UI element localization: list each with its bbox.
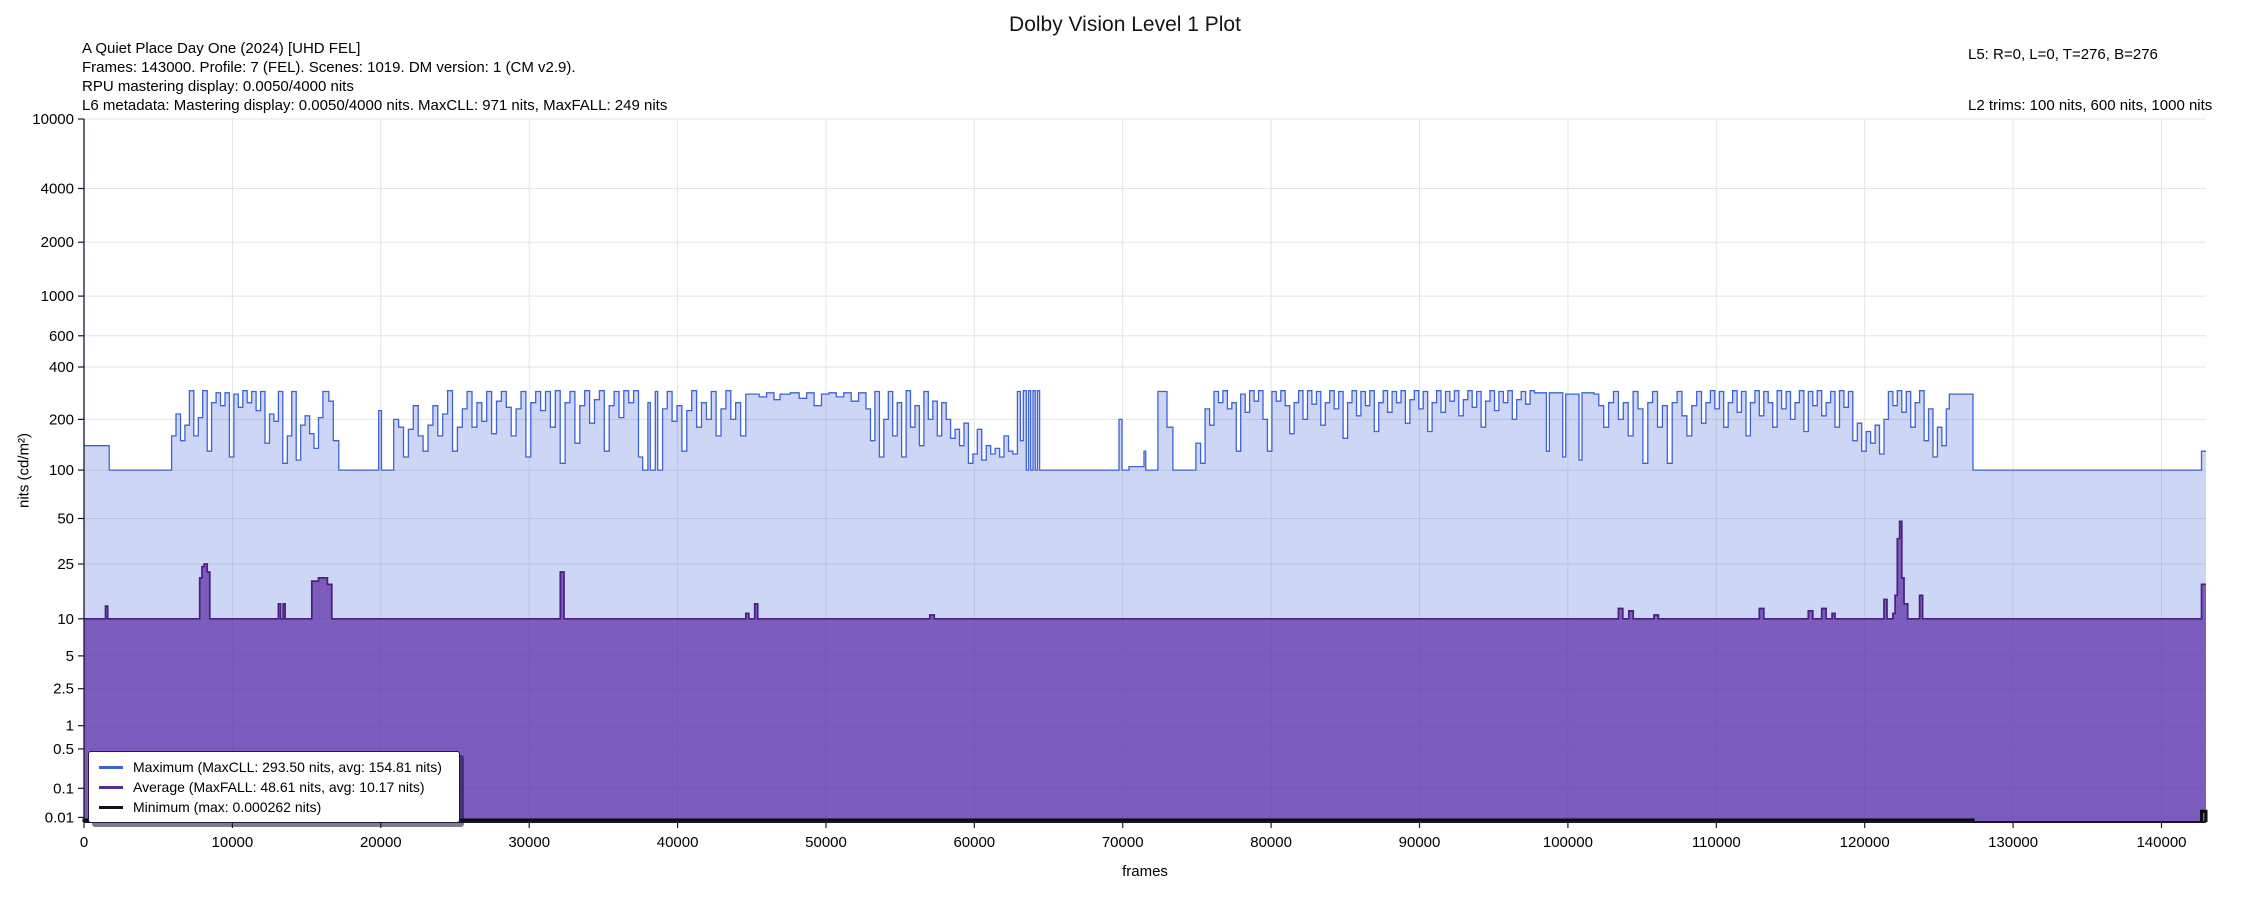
svg-text:400: 400 — [49, 359, 74, 376]
svg-text:100000: 100000 — [1543, 834, 1593, 851]
info-line-rpu: RPU mastering display: 0.0050/4000 nits — [82, 78, 354, 95]
svg-text:0.01: 0.01 — [45, 809, 74, 826]
svg-text:5: 5 — [66, 648, 74, 665]
svg-text:20000: 20000 — [360, 834, 402, 851]
legend-item-minimum: Minimum (max: 0.000262 nits) — [99, 799, 449, 815]
svg-text:2.5: 2.5 — [53, 681, 74, 698]
svg-text:10000: 10000 — [32, 111, 74, 128]
average-line-swatch — [99, 785, 123, 789]
legend-item-average: Average (MaxFALL: 48.61 nits, avg: 10.17… — [99, 779, 449, 795]
x-axis-label: frames — [1122, 863, 1168, 880]
l2-trims-text: L2 trims: 100 nits, 600 nits, 1000 nits — [1968, 97, 2213, 114]
svg-text:1000: 1000 — [41, 288, 74, 305]
svg-text:2000: 2000 — [41, 234, 74, 251]
svg-text:110000: 110000 — [1692, 834, 1741, 851]
svg-text:50: 50 — [57, 511, 74, 528]
svg-text:80000: 80000 — [1250, 834, 1292, 851]
svg-text:25: 25 — [57, 556, 74, 573]
legend-label-average: Average (MaxFALL: 48.61 nits, avg: 10.17… — [133, 779, 425, 795]
svg-text:120000: 120000 — [1840, 834, 1890, 851]
tick-labels: 1000040002000100060040020010050251052.51… — [32, 111, 2186, 851]
legend-label-maximum: Maximum (MaxCLL: 293.50 nits, avg: 154.8… — [133, 759, 442, 775]
svg-text:10000: 10000 — [212, 834, 254, 851]
svg-text:30000: 30000 — [508, 834, 550, 851]
svg-text:50000: 50000 — [805, 834, 847, 851]
svg-text:40000: 40000 — [657, 834, 699, 851]
y-axis-label: nits (cd/m²) — [15, 433, 33, 508]
svg-text:0.1: 0.1 — [53, 780, 74, 797]
svg-text:0: 0 — [80, 834, 88, 851]
l5-metadata-text: L5: R=0, L=0, T=276, B=276 — [1968, 46, 2158, 63]
average-series — [84, 520, 2206, 822]
info-line-source: A Quiet Place Day One (2024) [UHD FEL] — [82, 40, 361, 57]
legend-item-maximum: Maximum (MaxCLL: 293.50 nits, avg: 154.8… — [99, 759, 449, 775]
svg-text:600: 600 — [49, 328, 74, 345]
svg-text:60000: 60000 — [953, 834, 995, 851]
svg-text:140000: 140000 — [2136, 834, 2186, 851]
svg-text:10: 10 — [57, 611, 74, 628]
svg-text:90000: 90000 — [1399, 834, 1441, 851]
info-line-l6: L6 metadata: Mastering display: 0.0050/4… — [82, 97, 668, 114]
legend-label-minimum: Minimum (max: 0.000262 nits) — [133, 799, 322, 815]
svg-text:70000: 70000 — [1102, 834, 1144, 851]
page-title: Dolby Vision Level 1 Plot — [1009, 13, 1241, 36]
maximum-line-swatch — [99, 765, 123, 769]
minimum-line-swatch — [99, 805, 123, 809]
svg-text:100: 100 — [49, 462, 74, 479]
svg-text:130000: 130000 — [1988, 834, 2038, 851]
svg-text:0.5: 0.5 — [53, 741, 74, 758]
svg-text:200: 200 — [49, 411, 74, 428]
svg-text:4000: 4000 — [41, 181, 74, 198]
legend: Maximum (MaxCLL: 293.50 nits, avg: 154.8… — [88, 751, 460, 823]
svg-text:1: 1 — [66, 718, 74, 735]
info-line-frames: Frames: 143000. Profile: 7 (FEL). Scenes… — [82, 59, 576, 76]
